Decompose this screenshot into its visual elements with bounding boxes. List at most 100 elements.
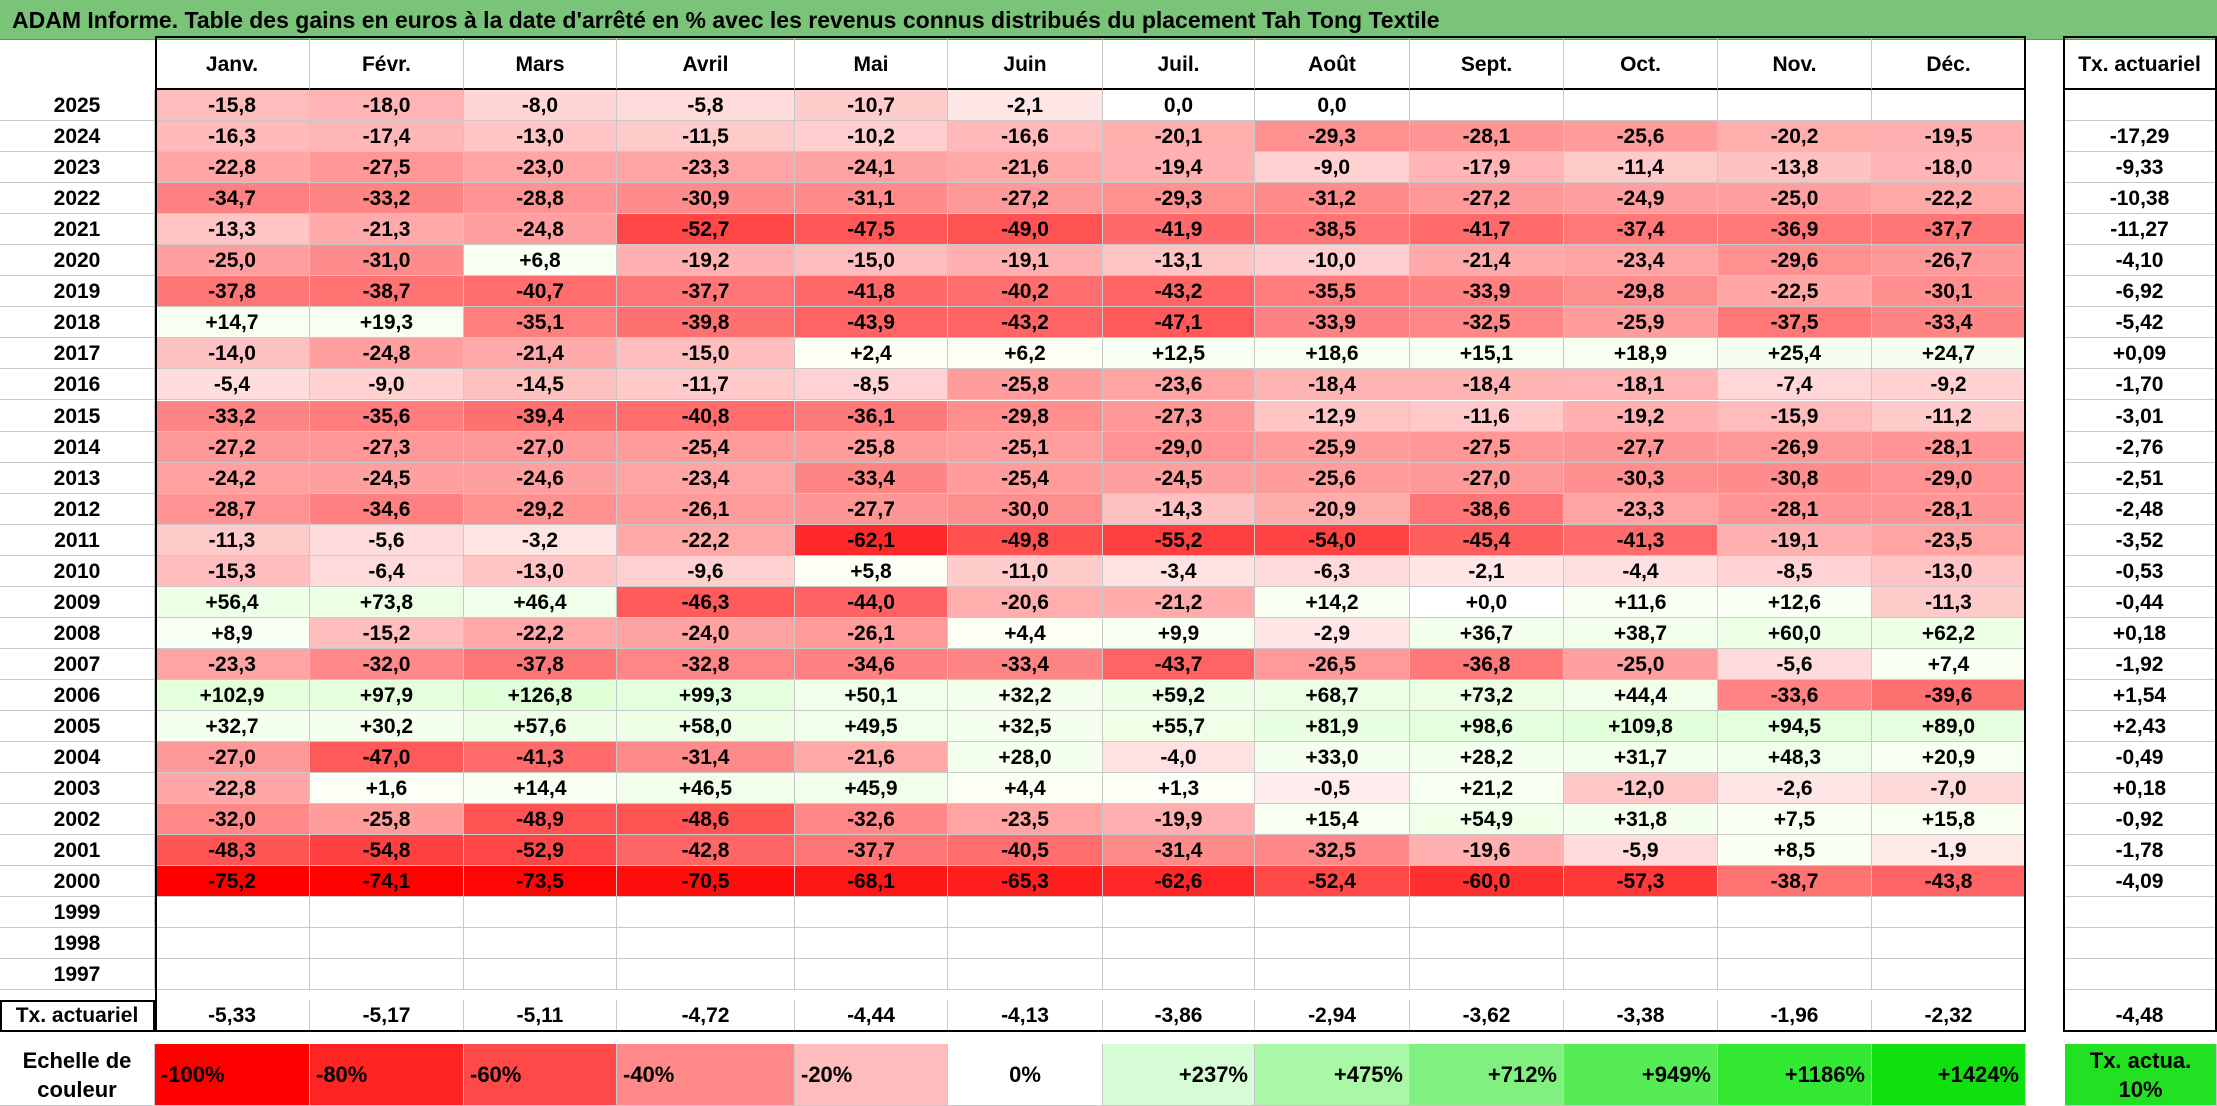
value-cell: -30,1 xyxy=(1872,276,2026,308)
value-cell: -57,3 xyxy=(1564,866,1718,898)
value-cell xyxy=(464,959,617,991)
value-cell xyxy=(617,928,795,960)
value-cell xyxy=(310,897,464,929)
value-cell: -27,3 xyxy=(310,431,464,463)
value-cell xyxy=(310,959,464,991)
value-cell: -3,4 xyxy=(1103,555,1255,587)
value-cell: -23,3 xyxy=(1564,493,1718,525)
value-cell: -29,3 xyxy=(1103,183,1255,215)
value-cell xyxy=(1872,90,2026,122)
value-cell: +8,5 xyxy=(1718,835,1872,867)
value-cell: -49,8 xyxy=(948,524,1103,556)
value-cell: -17,4 xyxy=(310,121,464,153)
value-cell: -33,4 xyxy=(948,648,1103,680)
month-header: Avril xyxy=(617,36,795,90)
value-cell: -37,8 xyxy=(464,648,617,680)
value-cell: -52,7 xyxy=(617,214,795,246)
value-cell: -18,0 xyxy=(1872,152,2026,184)
value-cell: -9,0 xyxy=(1255,152,1410,184)
value-cell xyxy=(1564,897,1718,929)
value-cell: -43,2 xyxy=(948,307,1103,339)
value-cell: +89,0 xyxy=(1872,711,2026,743)
value-cell: -43,2 xyxy=(1103,276,1255,308)
value-cell: -25,4 xyxy=(617,431,795,463)
value-cell: -27,3 xyxy=(1103,400,1255,432)
value-cell xyxy=(1564,959,1718,991)
footer-rate-cell: -5,33 xyxy=(155,1000,310,1032)
value-cell: -5,9 xyxy=(1564,835,1718,867)
value-cell: -25,9 xyxy=(1564,307,1718,339)
scale-swatch: 0% xyxy=(948,1044,1103,1106)
value-cell: -13,0 xyxy=(464,555,617,587)
value-cell: -34,6 xyxy=(310,493,464,525)
actuarial-rate-cell: -10,38 xyxy=(2063,183,2217,215)
value-cell: -35,5 xyxy=(1255,276,1410,308)
value-cell: -23,6 xyxy=(1103,369,1255,401)
value-cell: -33,4 xyxy=(1872,307,2026,339)
scale-swatch: -40% xyxy=(617,1044,795,1106)
value-cell xyxy=(310,928,464,960)
value-cell: -36,1 xyxy=(795,400,948,432)
value-cell: -52,4 xyxy=(1255,866,1410,898)
value-cell: -29,8 xyxy=(948,400,1103,432)
value-cell: +32,7 xyxy=(155,711,310,743)
value-cell xyxy=(1718,959,1872,991)
value-cell: -38,7 xyxy=(310,276,464,308)
value-cell: -35,6 xyxy=(310,400,464,432)
actuarial-rate-cell: -5,42 xyxy=(2063,307,2217,339)
value-cell: -11,4 xyxy=(1564,152,1718,184)
value-cell: -3,2 xyxy=(464,524,617,556)
value-cell: +81,9 xyxy=(1255,711,1410,743)
value-cell: -62,1 xyxy=(795,524,948,556)
value-cell: -19,2 xyxy=(617,245,795,277)
value-cell xyxy=(1103,928,1255,960)
value-cell: -23,5 xyxy=(1872,524,2026,556)
month-header: Juil. xyxy=(1103,36,1255,90)
value-cell: -62,6 xyxy=(1103,866,1255,898)
scale-swatch: +237% xyxy=(1103,1044,1255,1106)
value-cell: +94,5 xyxy=(1718,711,1872,743)
value-cell: +54,9 xyxy=(1410,804,1564,836)
value-cell: -25,0 xyxy=(1718,183,1872,215)
value-cell: -27,2 xyxy=(155,431,310,463)
value-cell: -52,9 xyxy=(464,835,617,867)
value-cell: -15,2 xyxy=(310,617,464,649)
value-cell: -18,0 xyxy=(310,90,464,122)
month-header: Mars xyxy=(464,36,617,90)
year-label: 2011 xyxy=(0,524,155,556)
value-cell: -5,8 xyxy=(617,90,795,122)
value-cell xyxy=(1872,959,2026,991)
value-cell: -15,0 xyxy=(617,338,795,370)
value-cell: +6,2 xyxy=(948,338,1103,370)
value-cell: -23,5 xyxy=(948,804,1103,836)
value-cell: +46,4 xyxy=(464,586,617,618)
footer-rate-cell: -4,72 xyxy=(617,1000,795,1032)
year-label: 2025 xyxy=(0,90,155,122)
value-cell: -29,8 xyxy=(1564,276,1718,308)
year-label: 2019 xyxy=(0,276,155,308)
value-cell: -21,4 xyxy=(1410,245,1564,277)
value-cell: -26,5 xyxy=(1255,648,1410,680)
value-cell: -32,5 xyxy=(1410,307,1564,339)
value-cell: -32,0 xyxy=(155,804,310,836)
value-cell: +12,5 xyxy=(1103,338,1255,370)
value-cell xyxy=(617,897,795,929)
value-cell: -22,2 xyxy=(464,617,617,649)
month-header: Sept. xyxy=(1410,36,1564,90)
value-cell: +50,1 xyxy=(795,679,948,711)
value-cell: +62,2 xyxy=(1872,617,2026,649)
value-cell: -28,7 xyxy=(155,493,310,525)
value-cell: +126,8 xyxy=(464,679,617,711)
value-cell: -28,1 xyxy=(1872,431,2026,463)
value-cell: -47,5 xyxy=(795,214,948,246)
value-cell: +28,2 xyxy=(1410,742,1564,774)
scale-swatch: +1424% xyxy=(1872,1044,2026,1106)
value-cell: -14,5 xyxy=(464,369,617,401)
value-cell: -26,1 xyxy=(617,493,795,525)
actuarial-rate-cell: +0,18 xyxy=(2063,617,2217,649)
value-cell: +14,7 xyxy=(155,307,310,339)
value-cell: -19,6 xyxy=(1410,835,1564,867)
value-cell: -9,6 xyxy=(617,555,795,587)
value-cell: +30,2 xyxy=(310,711,464,743)
value-cell: +58,0 xyxy=(617,711,795,743)
